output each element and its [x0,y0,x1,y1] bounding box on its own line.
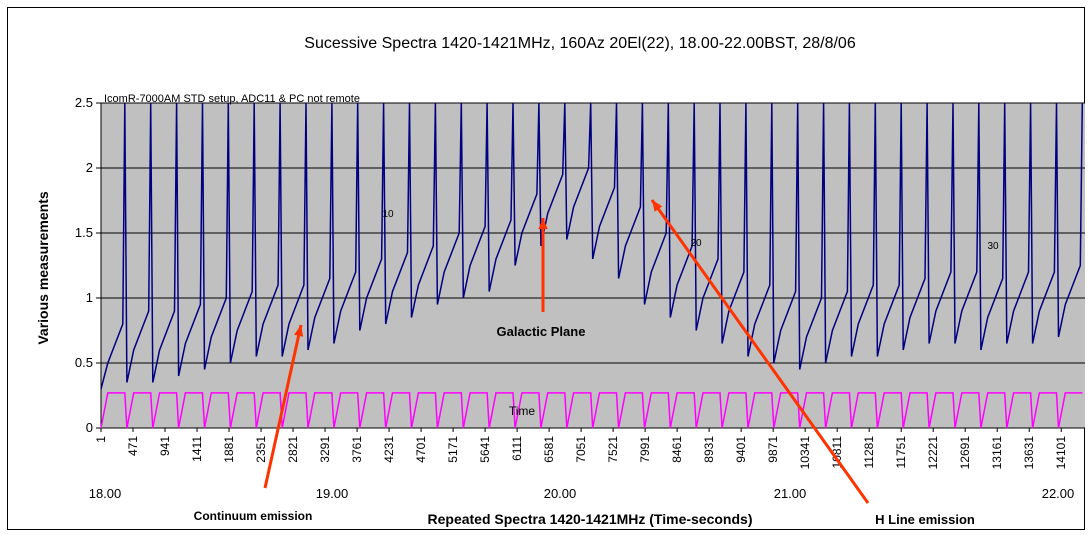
x-tick-label: 941 [158,436,172,456]
x-tick-label: 12221 [926,436,940,470]
x-tick-label: 8461 [670,436,684,463]
annotation: 20 [690,238,702,249]
y-axis-label: Various measurements [35,191,51,345]
x-tick-label: 471 [126,436,140,456]
x-tick-label: 5171 [446,436,460,463]
annotation: Galactic Plane [497,324,586,339]
x-tick-label: 9871 [766,436,780,463]
series-line [100,392,1083,429]
x-tick-label: 6111 [510,436,524,461]
arrow [263,324,303,489]
x-tick-label: 7051 [574,436,588,463]
x-tick-label: 11751 [894,436,908,469]
annotation: Continuum emission [194,509,313,523]
x-tick-label: 13631 [1022,436,1036,470]
x-tick-label: 1411 [190,436,204,462]
arrow-head [294,325,304,337]
annotation: 10 [382,209,394,220]
x-tick-label: 3761 [350,436,364,463]
series-line [100,102,1084,390]
x-tick-label: 14101 [1054,436,1068,470]
x-tick-label: 1881 [222,436,236,463]
x-tick-label: 12691 [958,436,972,470]
y-tick-label: 1 [86,290,93,305]
annotation: H Line emission [875,512,975,527]
x-tick-label: 4231 [382,436,396,463]
x-tick-label: 13161 [990,436,1004,470]
x-tick-label: 9401 [734,436,748,463]
x-tick-label: 6581 [542,436,556,463]
y-tick-label: 0 [86,420,93,435]
time-label: 18.00 [89,486,122,501]
time-label: 19.00 [316,486,349,501]
x-tick-label: 10811 [830,436,844,469]
time-label: 20.00 [544,486,577,501]
y-tick-label: 2.5 [75,95,93,110]
annotation: IcomR-7000AM STD setup, ADC11 & PC not r… [104,93,360,105]
time-label: 22.00 [1042,486,1075,501]
y-tick-label: 1.5 [75,225,93,240]
x-axis-label: Repeated Spectra 1420-1421MHz (Time-seco… [428,511,753,527]
x-tick-label: 4701 [414,436,428,463]
y-tick-label: 0.5 [75,355,93,370]
x-tick-label: 3291 [318,436,332,463]
y-tick-label: 2 [86,160,93,175]
x-tick-label: 11281 [862,436,876,469]
annotation: Time [509,404,536,418]
x-tick-label: 5641 [478,436,492,463]
arrow [650,199,870,504]
x-tick-label: 10341 [798,436,812,470]
x-tick-label: 7521 [606,436,620,463]
x-tick-label: 8931 [702,436,716,463]
arrow-head [652,200,663,212]
x-tick-label: 2351 [254,436,268,463]
plot-area [101,103,1085,428]
arrow-head [538,218,548,230]
x-tick-label: 2821 [286,436,300,463]
annotation: 30 [987,241,999,252]
x-tick-label: 1 [94,436,108,443]
x-tick-label: 7991 [638,436,652,463]
time-label: 21.00 [774,486,807,501]
chart-title: Sucessive Spectra 1420-1421MHz, 160Az 20… [304,35,856,52]
